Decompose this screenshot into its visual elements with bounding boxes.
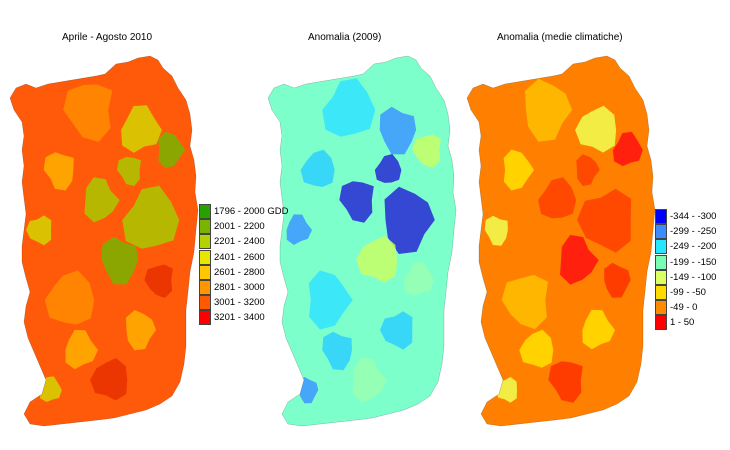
- legend-item: -299 - -250: [655, 224, 717, 240]
- terrain-patch: [90, 358, 128, 401]
- terrain-patch: [501, 274, 548, 330]
- terrain-patch: [322, 331, 352, 371]
- legend-swatch: [199, 249, 211, 265]
- legend-item: -99 - -50: [655, 285, 716, 301]
- legend-label: 3201 - 3400: [214, 312, 265, 324]
- terrain-patch: [286, 214, 312, 245]
- terrain-patch: [125, 310, 157, 351]
- legend-item: 2001 - 2200: [199, 219, 288, 235]
- terrain-patch: [352, 357, 388, 403]
- terrain-patch: [525, 78, 573, 142]
- terrain-patch: [308, 270, 353, 330]
- terrain-patch: [43, 152, 74, 191]
- terrain-patch: [44, 270, 95, 325]
- terrain-patch: [65, 329, 98, 370]
- map-title-gdd-2010: Aprile - Agosto 2010: [62, 32, 153, 43]
- legend-swatch: [199, 310, 211, 326]
- terrain-patch: [84, 177, 120, 223]
- terrain-patch: [484, 215, 508, 246]
- legend-label: 3001 - 3200: [214, 297, 265, 309]
- terrain-patch: [576, 154, 600, 186]
- legend-label: -249 - -200: [670, 241, 717, 253]
- terrain-patch: [339, 181, 374, 223]
- legend-label: 2201 - 2400: [214, 236, 265, 248]
- legend-label: 2001 - 2200: [214, 221, 265, 233]
- terrain-patch: [144, 264, 173, 298]
- legend-label: -99 - -50: [670, 287, 706, 299]
- terrain-patch: [116, 156, 141, 186]
- legend-item: -344 - -300: [655, 209, 717, 225]
- terrain-patch: [575, 105, 617, 153]
- legend-label: 2401 - 2600: [214, 251, 265, 263]
- terrain-patch: [403, 261, 434, 297]
- legend-swatch: [199, 295, 211, 311]
- terrain-patch: [380, 311, 413, 350]
- terrain-patch: [122, 185, 180, 249]
- legend-item: 3201 - 3400: [199, 310, 288, 326]
- legend-item: 2801 - 3000: [199, 280, 288, 296]
- terrain-patch: [63, 84, 113, 142]
- map-title-anomaly-2009: Anomalia (2009): [308, 32, 382, 43]
- legend-item: 2601 - 2800: [199, 264, 288, 280]
- terrain-patch: [503, 149, 535, 191]
- legend-anomaly: -344 - -300 -299 - -250 -249 - -200 -199…: [655, 209, 716, 331]
- legend-swatch: [655, 300, 667, 316]
- terrain-patch: [538, 177, 577, 219]
- terrain-patch: [412, 134, 441, 168]
- terrain-patch: [298, 377, 319, 404]
- legend-label: -344 - -300: [670, 211, 717, 223]
- legend-gdd: 1796 - 2000 GDD 2001 - 2200 2201 - 2400 …: [199, 204, 288, 326]
- legend-swatch: [655, 315, 667, 331]
- legend-item: -49 - 0: [655, 300, 716, 316]
- legend-label: -49 - 0: [670, 302, 698, 314]
- terrain-patch: [560, 234, 599, 285]
- terrain-patch: [612, 131, 643, 167]
- legend-swatch: [199, 219, 211, 235]
- terrain-patch: [300, 149, 335, 187]
- legend-swatch: [655, 269, 667, 285]
- legend-label: -299 - -250: [670, 226, 717, 238]
- terrain-patch: [577, 188, 632, 253]
- legend-item: -199 - -150: [655, 254, 717, 270]
- legend-swatch: [655, 285, 667, 301]
- terrain-patch: [322, 78, 376, 137]
- legend-item: -149 - -100: [655, 269, 717, 285]
- legend-item: 1 - 50: [655, 315, 716, 331]
- terrain-patch: [158, 131, 186, 169]
- terrain-patch: [548, 361, 583, 403]
- legend-swatch: [655, 209, 667, 225]
- legend-item: 2201 - 2400: [199, 234, 288, 250]
- legend-label: 1796 - 2000 GDD: [214, 206, 289, 218]
- terrain-patch: [384, 186, 435, 254]
- legend-label: 2601 - 2800: [214, 266, 265, 278]
- terrain-patch: [604, 262, 631, 298]
- terrain-patch: [374, 154, 402, 183]
- terrain-patch: [582, 309, 615, 350]
- legend-label: -149 - -100: [670, 271, 717, 283]
- legend-swatch: [655, 254, 667, 270]
- legend-label: 1 - 50: [670, 317, 695, 329]
- terrain-patch: [121, 105, 162, 153]
- legend-swatch: [199, 234, 211, 250]
- legend-item: -249 - -200: [655, 239, 717, 255]
- legend-item: 2401 - 2600: [199, 249, 288, 265]
- legend-label: -199 - -150: [670, 256, 717, 268]
- terrain-patch: [26, 215, 52, 246]
- legend-swatch: [199, 280, 211, 296]
- map-title-anomaly-climate: Anomalia (medie climatiche): [497, 32, 623, 43]
- legend-swatch: [655, 224, 667, 240]
- terrain-patch: [379, 106, 417, 155]
- legend-swatch: [655, 239, 667, 255]
- terrain-patch: [356, 235, 398, 283]
- terrain-patch: [101, 236, 139, 285]
- terrain-patch: [519, 329, 554, 368]
- legend-swatch: [199, 264, 211, 280]
- legend-label: 2801 - 3000: [214, 282, 265, 294]
- legend-item: 1796 - 2000 GDD: [199, 204, 289, 220]
- legend-swatch: [199, 204, 211, 220]
- legend-item: 3001 - 3200: [199, 295, 288, 311]
